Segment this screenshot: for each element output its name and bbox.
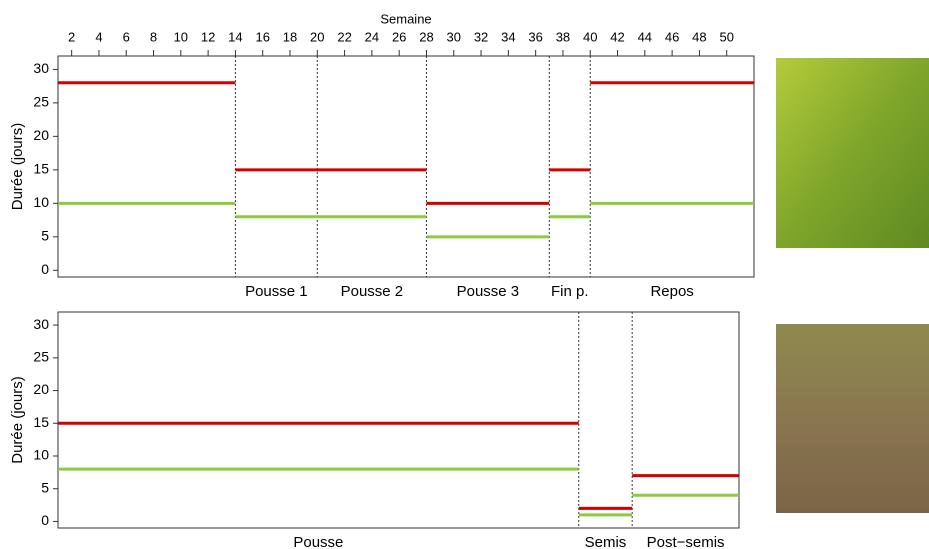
x-tick-label: 22 (337, 29, 351, 44)
y-tick-label: 20 (33, 381, 49, 397)
x-tick-label: 6 (123, 29, 130, 44)
x-tick-label: 26 (392, 29, 406, 44)
phase-label: Pousse 2 (341, 283, 404, 300)
x-tick-label: 50 (719, 29, 733, 44)
phase-label: Post−semis (647, 534, 725, 549)
y-axis-label: Durée (jours) (9, 376, 26, 464)
x-axis-label: Semaine (380, 11, 431, 26)
x-tick-label: 46 (665, 29, 679, 44)
y-tick-label: 0 (41, 512, 49, 528)
y-tick-label: 25 (33, 94, 49, 110)
phase-label: Pousse 3 (457, 283, 520, 300)
photo-grassland (776, 58, 929, 248)
phase-label: Pousse (293, 534, 343, 549)
y-tick-label: 0 (41, 261, 49, 277)
y-tick-label: 10 (33, 194, 49, 210)
phase-label: Fin p. (551, 283, 589, 300)
x-tick-label: 38 (556, 29, 570, 44)
photo-sown-field (776, 324, 929, 513)
y-tick-label: 10 (33, 447, 49, 463)
x-tick-label: 16 (255, 29, 269, 44)
x-tick-label: 32 (474, 29, 488, 44)
phase-label: Semis (585, 534, 627, 549)
x-tick-label: 24 (365, 29, 379, 44)
y-tick-label: 30 (33, 316, 49, 332)
y-tick-label: 15 (33, 161, 49, 177)
x-tick-label: 42 (610, 29, 624, 44)
y-tick-label: 30 (33, 60, 49, 76)
plot-frame (57, 311, 740, 529)
phase-label: Repos (650, 283, 693, 300)
x-tick-label: 2 (68, 29, 75, 44)
x-tick-label: 40 (583, 29, 597, 44)
x-tick-label: 14 (228, 29, 242, 44)
y-axis-label: Durée (jours) (9, 123, 26, 211)
x-tick-label: 44 (638, 29, 652, 44)
y-tick-label: 20 (33, 127, 49, 143)
y-tick-label: 15 (33, 414, 49, 430)
x-tick-label: 4 (95, 29, 102, 44)
x-tick-label: 48 (692, 29, 706, 44)
x-tick-label: 8 (150, 29, 157, 44)
x-tick-label: 18 (283, 29, 297, 44)
x-tick-label: 34 (501, 29, 515, 44)
y-tick-label: 5 (41, 479, 49, 495)
x-tick-label: 20 (310, 29, 324, 44)
y-tick-label: 25 (33, 349, 49, 365)
x-tick-label: 30 (447, 29, 461, 44)
x-tick-label: 12 (201, 29, 215, 44)
phase-label: Pousse 1 (245, 283, 308, 300)
x-tick-label: 36 (528, 29, 542, 44)
plot-frame (57, 55, 755, 278)
x-tick-label: 10 (174, 29, 188, 44)
x-tick-label: 28 (419, 29, 433, 44)
y-tick-label: 5 (41, 228, 49, 244)
